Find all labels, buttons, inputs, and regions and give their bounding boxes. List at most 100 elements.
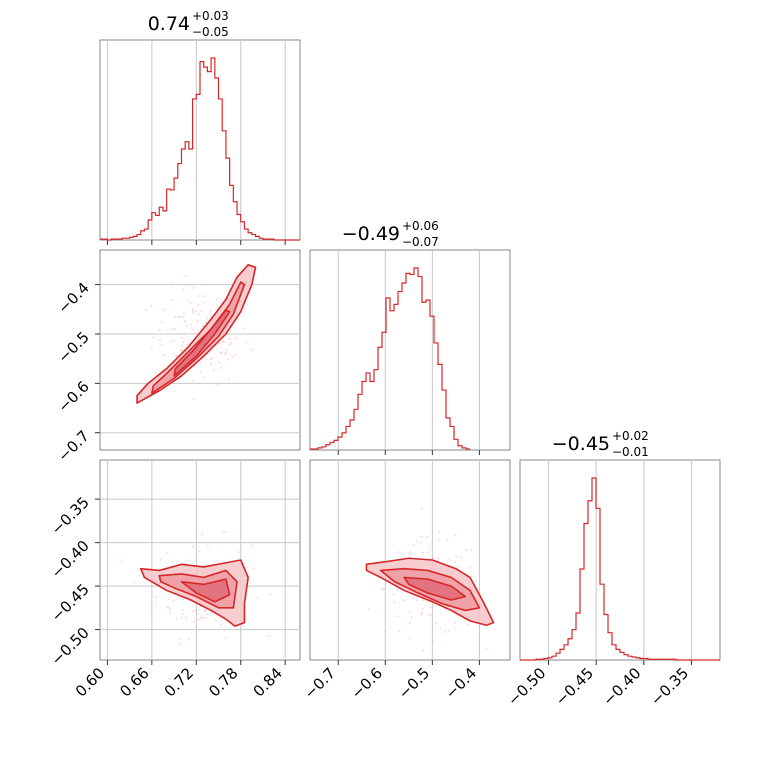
2d-p1-p2-sample-point: [459, 555, 462, 558]
2d-p0-p1-sample-point: [217, 383, 220, 386]
2d-p0-p2-sample-point: [168, 606, 171, 609]
2d-p1-p2-sample-point: [419, 541, 422, 544]
2d-p0-p2-sample-point: [237, 551, 240, 554]
2d-p0-p1-sample-point: [195, 319, 198, 322]
2d-p0-p2-sample-point: [251, 545, 254, 548]
hist-p2-xtick-label: −0.50: [504, 664, 549, 709]
2d-p0-p1-sample-point: [171, 282, 174, 285]
2d-p0-p2-sample-point: [133, 581, 136, 584]
2d-p0-p1-sample-point: [184, 321, 187, 324]
2d-p0-p1-sample-point: [209, 358, 212, 361]
2d-p0-p1-sample-point: [192, 328, 195, 331]
2d-p0-p2-sample-point: [167, 598, 170, 601]
2d-p1-p2-sample-point: [436, 559, 439, 562]
2d-p0-p1-ytick-label: −0.7: [54, 427, 92, 465]
2d-p1-p2-sample-point: [422, 599, 425, 602]
2d-p1-p2-sample-point: [454, 533, 457, 536]
2d-p0-p1-sample-point: [198, 294, 201, 297]
2d-p1-p2-sample-point: [454, 560, 457, 563]
2d-p0-p1-sample-point: [166, 328, 169, 331]
2d-p0-p2-sample-point: [220, 623, 223, 626]
2d-p0-p2-sample-point: [214, 619, 217, 622]
2d-p0-p1-ytick-label: −0.6: [54, 377, 92, 415]
2d-p0-p1-sample-point: [206, 317, 209, 320]
2d-p0-p1-sample-point: [192, 398, 195, 401]
2d-p0-p1-sample-point: [218, 342, 221, 345]
2d-p0-p2-xtick-label: 0.72: [161, 664, 197, 700]
2d-p1-p2-sample-point: [438, 530, 441, 533]
2d-p0-p1-sample-point: [200, 310, 203, 313]
2d-p0-p2-sample-point: [191, 610, 194, 613]
2d-p0-p1-sample-point: [175, 354, 178, 357]
hist-p0-frame: [99, 39, 301, 241]
2d-p1-p2-sample-point: [393, 601, 396, 604]
2d-p1-p2-sample-point: [456, 566, 459, 569]
2d-p1-p2-sample-point: [409, 553, 412, 556]
2d-p0-p1-sample-point: [201, 325, 204, 328]
2d-p0-p1-sample-point: [171, 298, 174, 301]
2d-p1-p2-frame: [309, 459, 511, 661]
2d-p0-p2-sample-point: [153, 604, 156, 607]
2d-p1-p2-sample-point: [426, 535, 429, 538]
2d-p0-p1-sample-point: [210, 363, 213, 366]
hist-p0-title-upper: +0.03: [192, 9, 229, 23]
2d-p0-p1-sample-point: [202, 375, 205, 378]
2d-p1-p2-sample-point: [396, 589, 399, 592]
2d-p0-p2-sample-point: [191, 545, 194, 548]
2d-p0-p1-sample-point: [159, 338, 162, 341]
2d-p1-p2-sample-point: [429, 606, 432, 609]
2d-p0-p2-sample-point: [245, 566, 248, 569]
2d-p0-p1-sample-point: [202, 301, 205, 304]
2d-p0-p2-sample-point: [188, 638, 191, 641]
hist-p2-xtick-label: −0.45: [552, 664, 597, 709]
2d-p0-p1-sample-point: [161, 343, 164, 346]
2d-p0-p2-sample-point: [205, 613, 208, 616]
2d-p0-p1-sample-point: [221, 340, 224, 343]
2d-p0-p2-sample-point: [196, 613, 199, 616]
2d-p0-p1-sample-point: [225, 349, 228, 352]
2d-p0-p1-sample-point: [212, 369, 215, 372]
2d-p0-p2-sample-point: [246, 596, 249, 599]
2d-p0-p1-contour-level-3: [173, 309, 231, 377]
2d-p0-p2-sample-point: [256, 596, 259, 599]
2d-p1-p2-sample-point: [396, 615, 399, 618]
2d-p0-p1-sample-point: [227, 377, 230, 380]
2d-p1-p2-sample-point: [408, 621, 411, 624]
2d-p0-p2-sample-point: [160, 556, 163, 559]
2d-p0-p2-sample-point: [182, 598, 185, 601]
2d-p0-p1-sample-point: [220, 351, 223, 354]
2d-p1-p2-sample-point: [412, 543, 415, 546]
2d-p1-p2-sample-point: [437, 539, 440, 542]
2d-p0-p2-sample-point: [172, 599, 175, 602]
2d-p0-p2-sample-point: [201, 616, 204, 619]
2d-p0-p1-sample-point: [228, 337, 231, 340]
2d-p0-p1-sample-point: [180, 349, 183, 352]
2d-p0-p1-sample-point: [150, 305, 153, 308]
2d-p1-p2-sample-point: [453, 626, 456, 629]
2d-p0-p2-sample-point: [169, 611, 172, 614]
2d-p1-p2-sample-point: [465, 549, 468, 552]
2d-p0-p2-xtick-label: 0.66: [116, 664, 152, 700]
2d-p0-p1-sample-point: [191, 379, 194, 382]
2d-p0-p1-sample-point: [191, 308, 194, 311]
panel-hist-p0: 0.74 +0.03 −0.05: [99, 9, 301, 245]
2d-p0-p2-sample-point: [154, 596, 157, 599]
2d-p1-p2-sample-point: [422, 649, 425, 652]
2d-p0-p1-sample-point: [199, 371, 202, 374]
2d-p1-p2-sample-point: [446, 539, 449, 542]
2d-p1-p2-sample-point: [392, 593, 395, 596]
2d-p1-p2-sample-point: [437, 557, 440, 560]
hist-p2-title-upper: +0.02: [612, 429, 649, 443]
2d-p1-p2-sample-point: [408, 551, 411, 554]
2d-p0-p2-contour-level-3: [180, 578, 231, 603]
2d-p1-p2-sample-point: [466, 623, 469, 626]
2d-p0-p1-sample-point: [180, 336, 183, 339]
2d-p1-p2-sample-point: [415, 599, 418, 602]
2d-p0-p2-xtick-label: 0.78: [205, 664, 241, 700]
2d-p0-p2-sample-point: [201, 532, 204, 535]
2d-p0-p1-sample-point: [217, 361, 220, 364]
2d-p0-p1-sample-point: [194, 332, 197, 335]
2d-p0-p2-sample-point: [159, 558, 162, 561]
2d-p1-p2-sample-point: [381, 588, 384, 591]
